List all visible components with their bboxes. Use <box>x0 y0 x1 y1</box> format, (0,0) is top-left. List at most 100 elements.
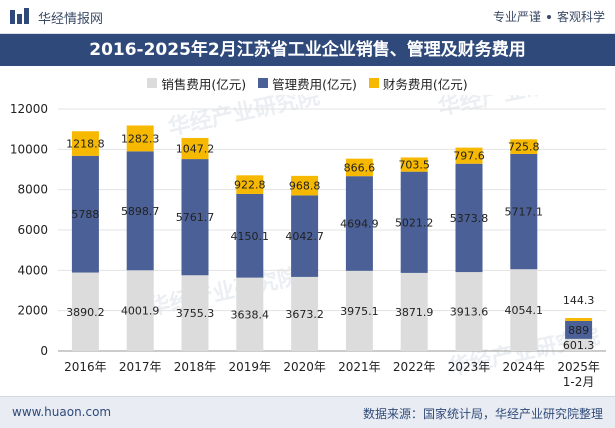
y-tick-label: 10000 <box>10 142 48 156</box>
x-tick-label: 2022年 <box>393 360 436 374</box>
top-bar: 华经情报网 专业严谨 客观科学 <box>0 0 615 34</box>
data-label: 5373.8 <box>450 212 489 225</box>
data-label: 3975.1 <box>340 305 379 318</box>
data-label: 725.8 <box>508 141 540 154</box>
chart-title: 2016-2025年2月江苏省工业企业销售、管理及财务费用 <box>0 34 615 66</box>
legend-label-management: 管理费用(亿元) <box>272 76 357 92</box>
tagline: 专业严谨 客观科学 <box>493 8 605 25</box>
bar-segment <box>291 175 319 196</box>
brand-name: 华经情报网 <box>38 11 104 27</box>
bar-segment <box>71 155 99 273</box>
data-label: 4150.1 <box>231 230 270 243</box>
bar-segment <box>236 175 264 194</box>
x-tick-label: 1-2月 <box>563 375 595 389</box>
tagline-right: 客观科学 <box>556 10 605 24</box>
watermark-text: 华经产业研究院 <box>436 95 592 121</box>
bar-segment <box>181 275 209 351</box>
data-label: 4054.1 <box>505 304 544 317</box>
data-label: 3913.6 <box>450 306 489 319</box>
data-label: 968.8 <box>289 180 321 193</box>
legend-item-finance[interactable]: 财务费用(亿元) <box>368 74 468 93</box>
bar-segment <box>400 272 428 351</box>
x-tick-label: 2025年 <box>557 360 600 374</box>
y-tick-label: 0 <box>40 344 48 358</box>
data-label: 5898.7 <box>121 205 160 218</box>
bar-segment <box>345 158 373 177</box>
data-label: 922.8 <box>234 179 266 192</box>
bar-segment <box>565 318 593 321</box>
data-label: 4042.7 <box>285 230 324 243</box>
bar-segment <box>455 272 483 351</box>
data-label: 3755.3 <box>176 307 215 320</box>
bar-segment <box>345 270 373 351</box>
bar-segment <box>455 147 483 164</box>
bar-segment <box>181 159 209 276</box>
stacked-bar-chart: 华经产业研究院华经产业研究院华经产业研究院华经产业研究院020004000600… <box>10 95 606 389</box>
x-tick-label: 2017年 <box>119 360 162 374</box>
data-label: 5021.2 <box>395 216 434 229</box>
data-label: 3673.2 <box>285 308 324 321</box>
data-label: 866.6 <box>344 161 376 174</box>
data-label: 4694.9 <box>340 217 379 230</box>
bar-segment <box>510 153 538 270</box>
x-tick-label: 2023年 <box>448 360 491 374</box>
tagline-left: 专业严谨 <box>492 10 541 24</box>
legend-label-sales: 销售费用(亿元) <box>161 76 247 92</box>
data-label: 1218.8 <box>66 138 105 151</box>
bar-segment <box>291 276 319 351</box>
data-label: 1047.2 <box>176 143 215 156</box>
data-label: 889 <box>568 324 589 337</box>
bar-segment <box>126 125 154 152</box>
footer-source: 数据来源：国家统计局，华经产业研究院整理 <box>362 407 603 421</box>
data-label: 5788 <box>71 208 99 221</box>
y-tick-label: 2000 <box>17 304 48 318</box>
x-tick-label: 2020年 <box>283 360 326 374</box>
bar-segment <box>126 270 154 351</box>
bar-segment <box>565 338 593 351</box>
data-label: 144.3 <box>563 294 595 307</box>
x-tick-label: 2021年 <box>338 360 381 374</box>
legend-swatch-sales <box>147 78 158 88</box>
bar-segment <box>71 272 99 351</box>
bar-segment <box>400 171 428 273</box>
data-label: 797.6 <box>453 150 485 163</box>
x-tick-label: 2018年 <box>174 360 217 374</box>
footer-url[interactable]: www.huaon.com <box>12 405 112 419</box>
data-label: 3871.9 <box>395 306 434 319</box>
legend-swatch-finance <box>368 78 379 88</box>
brand[interactable]: 华经情报网 <box>10 7 103 27</box>
legend: 销售费用(亿元) 管理费用(亿元) 财务费用(亿元) <box>0 74 615 92</box>
logo-icon <box>10 8 29 24</box>
x-tick-label: 2016年 <box>64 360 107 374</box>
bar-segment <box>291 195 319 277</box>
y-tick-label: 4000 <box>17 263 48 277</box>
x-tick-label: 2024年 <box>503 360 546 374</box>
legend-item-management[interactable]: 管理费用(亿元) <box>258 74 357 93</box>
bar-segment <box>345 176 373 271</box>
watermark-text: 华经产业研究院 <box>166 95 322 141</box>
bar-segment <box>126 151 154 271</box>
data-label: 1282.3 <box>121 132 160 145</box>
legend-swatch-management <box>258 78 269 88</box>
watermark-text: 华经产业研究院 <box>146 263 302 320</box>
data-label: 5761.7 <box>176 211 215 224</box>
bar-segment <box>236 277 264 351</box>
bar-segment <box>181 137 209 160</box>
data-label: 703.5 <box>398 159 430 172</box>
footer: www.huaon.com 数据来源：国家统计局，华经产业研究院整理 <box>0 396 615 428</box>
data-label: 3638.4 <box>231 308 270 321</box>
bar-segment <box>400 157 428 172</box>
bar-segment <box>565 320 593 339</box>
data-label: 5717.1 <box>505 206 544 219</box>
bar-segment <box>236 193 264 278</box>
bar-segment <box>71 131 99 156</box>
data-label: 3890.2 <box>66 306 105 319</box>
y-tick-label: 8000 <box>17 183 48 197</box>
data-label: 4001.9 <box>121 305 160 318</box>
legend-item-sales[interactable]: 销售费用(亿元) <box>147 74 246 93</box>
separator-dot-icon <box>546 14 551 19</box>
bar-segment <box>510 269 538 351</box>
y-tick-label: 12000 <box>10 102 48 116</box>
data-label: 601.3 <box>563 339 595 352</box>
x-tick-label: 2019年 <box>229 360 272 374</box>
